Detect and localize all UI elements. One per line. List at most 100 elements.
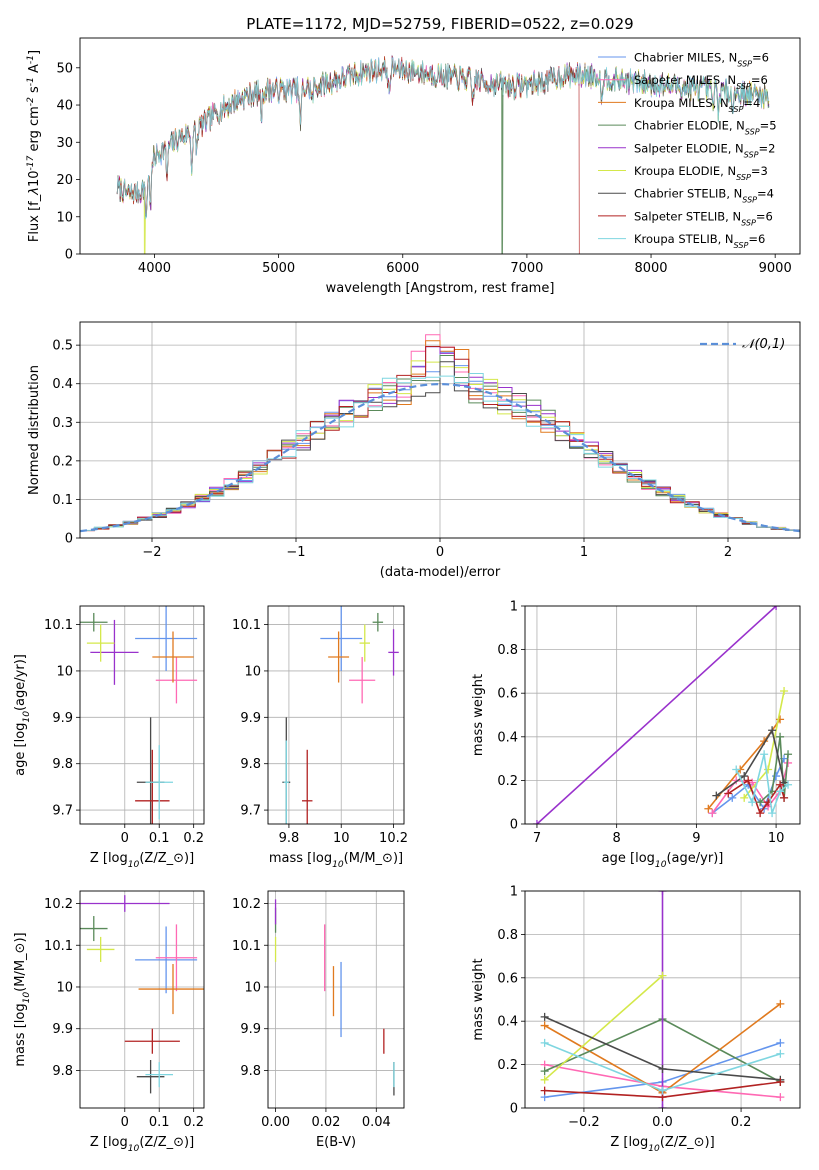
x-tick-label: 4000 <box>138 261 171 276</box>
spectrum-series-9 <box>116 57 770 220</box>
errorbar-point-5 <box>388 629 399 676</box>
weight-marker <box>772 772 781 781</box>
normal-reference-curve <box>80 382 800 533</box>
label-fragment: SSP <box>741 218 756 227</box>
y-tick-label: 10.2 <box>44 897 73 912</box>
label-fragment: -17 <box>26 155 36 170</box>
mass-vs-reddening-panel: 0.00 0.02 0.04 9.8 9.9 10 10.1 10.2 E(B-V) <box>232 890 405 1150</box>
label-fragment: 10 <box>655 860 667 870</box>
label-fragment: _⊙ <box>13 943 28 961</box>
x-tick-label: 10 <box>768 831 785 846</box>
errorbar-point-3 <box>152 631 194 683</box>
weight-marker <box>760 750 769 759</box>
x-tick-label: 0.02 <box>311 1115 340 1130</box>
label-fragment: age [log <box>602 851 655 866</box>
weight-marker <box>658 971 667 980</box>
axes-frame <box>79 890 205 1109</box>
y-tick-label: 0.1 <box>52 493 73 508</box>
errorbar-point-9 <box>283 740 289 824</box>
weight-marker <box>732 765 741 774</box>
label-fragment: Flux [f <box>27 201 42 242</box>
weight-marker <box>772 606 781 610</box>
label-fragment: 10 <box>332 860 344 870</box>
label-fragment: (age/yr)] <box>666 851 723 866</box>
y-tick-label: 9.8 <box>240 757 261 772</box>
axes-frame <box>267 605 405 825</box>
weight-marker <box>784 780 793 789</box>
weight-marker <box>780 793 789 802</box>
errorbar-series <box>80 895 204 1094</box>
x-tick-label: 9000 <box>759 261 792 276</box>
y-tick-label: 9.9 <box>52 1022 73 1037</box>
x-axis-label: Z [log10(Z/Z_⊙)] <box>90 1135 194 1154</box>
label-fragment: Kroupa ELODIE, N <box>634 164 736 178</box>
y-tick-label: 20 <box>56 173 73 188</box>
label-fragment: age [log <box>13 723 28 776</box>
y-axis-label: age [log10(age/yr)] <box>13 654 32 776</box>
residuals-histogram-panel: −2 −1 0 1 2 0 0.1 0.2 0.3 0.4 0.5 (data-model)/erro… <box>27 321 801 580</box>
y-tick-label: 10.2 <box>232 897 261 912</box>
label-fragment: )] <box>184 1135 194 1150</box>
weight-marker <box>740 793 749 802</box>
weight-line-8 <box>727 779 785 815</box>
errorbar-point-5 <box>90 619 139 685</box>
y-tick-label: 10.1 <box>44 618 73 633</box>
y-tick-label: 0.2 <box>497 774 518 789</box>
label-fragment: wavelength [Angstrom, rest frame] <box>326 281 555 296</box>
errorbar-point-4 <box>80 916 108 942</box>
weight-marker <box>658 891 667 895</box>
y-tick-label: 10 <box>244 664 261 679</box>
weight-marker <box>540 1075 549 1084</box>
errorbar-series <box>282 606 399 824</box>
axes-frame <box>267 890 405 1109</box>
legend-label: Salpeter ELODIE, NSSP=2 <box>634 141 775 159</box>
x-axis-label: Z [log10(Z/Z_⊙)] <box>90 851 194 870</box>
weight-line-1 <box>711 758 785 814</box>
label-fragment: )] <box>184 851 194 866</box>
y-tick-label: 9.9 <box>52 711 73 726</box>
y-tick-label: 9.9 <box>240 711 261 726</box>
errorbar-point-1 <box>135 606 198 671</box>
x-tick-label: 10 <box>333 831 350 846</box>
y-tick-label: 0.4 <box>497 1015 518 1030</box>
label-fragment: A <box>27 64 42 77</box>
weight-marker <box>712 791 721 800</box>
x-tick-label: 0 <box>121 1115 129 1130</box>
label-fragment: Z [log <box>90 851 128 866</box>
y-tick-label: 10 <box>56 664 73 679</box>
y-axis-label: mass [log10(M/M_⊙)] <box>13 932 32 1066</box>
weight-marker <box>776 787 785 796</box>
figure-title: PLATE=1172, MJD=52759, FIBERID=0522, z=0… <box>246 15 633 33</box>
x-axis-label: mass [log10(M/M_⊙)] <box>269 851 403 870</box>
x-tick-label: −0.2 <box>568 1115 600 1130</box>
x-tick-label: 7000 <box>510 261 543 276</box>
histogram-series-5 <box>80 346 800 531</box>
label-fragment: ] <box>27 50 42 55</box>
label-fragment: (Z/Z <box>139 851 166 866</box>
label-fragment: -1 <box>26 77 36 86</box>
label-fragment: Salpeter MILES, N <box>634 73 736 87</box>
label-fragment: SSP <box>729 104 744 113</box>
label-fragment: mass [log <box>13 1003 28 1066</box>
y-axis-label: Flux [f_λ10-17 erg cm-2 s-1 A-1] <box>26 50 42 242</box>
weight-marker <box>776 999 785 1008</box>
y-tick-label: 1 <box>510 600 518 615</box>
label-fragment: 𝒩(0,1) <box>742 337 785 352</box>
label-fragment: =6 <box>751 73 768 87</box>
y-tick-label: 0.6 <box>497 971 518 986</box>
y-tick-label: 0 <box>65 532 73 547</box>
errorbar-point-6 <box>86 936 115 962</box>
weight-series <box>532 606 793 824</box>
errorbar-point-3 <box>328 631 350 683</box>
y-tick-label: 40 <box>56 99 73 114</box>
weight-marker <box>540 1012 549 1021</box>
x-tick-label: 0.2 <box>731 1115 752 1130</box>
weight-marker <box>768 726 777 735</box>
weight-line-6 <box>544 975 664 1081</box>
x-tick-label: 0.1 <box>149 1115 170 1130</box>
label-fragment: _λ <box>27 187 42 202</box>
y-tick-label: 0.8 <box>497 928 518 943</box>
y-tick-label: 0.6 <box>497 687 518 702</box>
label-fragment: )] <box>13 932 28 942</box>
